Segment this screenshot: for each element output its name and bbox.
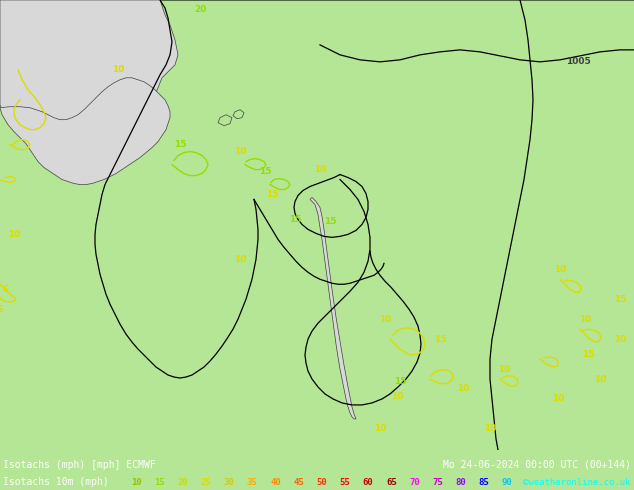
- Text: 35: 35: [247, 478, 257, 487]
- Text: 15: 15: [434, 335, 446, 343]
- Text: 15: 15: [154, 478, 165, 487]
- Text: 10: 10: [614, 335, 626, 343]
- Text: 10: 10: [594, 374, 606, 384]
- Text: 10: 10: [234, 147, 246, 156]
- Text: 6: 6: [0, 305, 3, 314]
- Text: 80: 80: [455, 478, 466, 487]
- Text: 10: 10: [391, 392, 403, 401]
- Text: 50: 50: [316, 478, 327, 487]
- Text: 10: 10: [552, 394, 564, 403]
- Text: 10: 10: [314, 165, 326, 174]
- Text: 10: 10: [579, 315, 591, 324]
- Text: 1005: 1005: [566, 57, 590, 66]
- Text: 20: 20: [194, 5, 206, 15]
- Polygon shape: [0, 0, 178, 162]
- Text: 10: 10: [131, 478, 141, 487]
- Text: 10: 10: [484, 424, 496, 433]
- Text: 25: 25: [200, 478, 211, 487]
- Text: 15: 15: [288, 215, 301, 224]
- Text: 10: 10: [112, 65, 124, 74]
- Text: 10: 10: [374, 424, 386, 433]
- Text: 20: 20: [178, 478, 188, 487]
- Text: 55: 55: [340, 478, 351, 487]
- Text: 10: 10: [457, 385, 469, 393]
- Text: 10: 10: [8, 230, 20, 239]
- Text: Isotachs 10m (mph): Isotachs 10m (mph): [3, 477, 109, 487]
- Text: 15: 15: [324, 217, 336, 226]
- Text: 60: 60: [363, 478, 373, 487]
- Text: 10: 10: [234, 255, 246, 264]
- Text: 40: 40: [270, 478, 281, 487]
- Text: 15: 15: [259, 167, 271, 176]
- Text: 85: 85: [479, 478, 489, 487]
- Text: 45: 45: [293, 478, 304, 487]
- Text: 65: 65: [386, 478, 397, 487]
- Text: Isotachs (mph) [mph] ECMWF: Isotachs (mph) [mph] ECMWF: [3, 460, 156, 470]
- Text: 30: 30: [224, 478, 235, 487]
- Text: 90: 90: [502, 478, 512, 487]
- Text: 70: 70: [409, 478, 420, 487]
- Text: 15: 15: [394, 376, 406, 386]
- Text: 75: 75: [432, 478, 443, 487]
- Polygon shape: [310, 197, 356, 419]
- Text: 6: 6: [2, 285, 8, 294]
- Text: 15: 15: [614, 294, 626, 304]
- Text: 15: 15: [266, 190, 278, 199]
- Text: 15: 15: [174, 140, 186, 149]
- Text: 10: 10: [554, 265, 566, 274]
- Polygon shape: [0, 78, 170, 185]
- Text: Mo 24-06-2024 00:00 UTC (00+144): Mo 24-06-2024 00:00 UTC (00+144): [443, 460, 631, 470]
- Polygon shape: [218, 115, 232, 125]
- Text: 10: 10: [378, 315, 391, 324]
- Text: 15: 15: [582, 349, 594, 359]
- Text: 10: 10: [498, 365, 510, 373]
- Polygon shape: [233, 110, 244, 119]
- Text: ©weatheronline.co.uk: ©weatheronline.co.uk: [523, 478, 631, 487]
